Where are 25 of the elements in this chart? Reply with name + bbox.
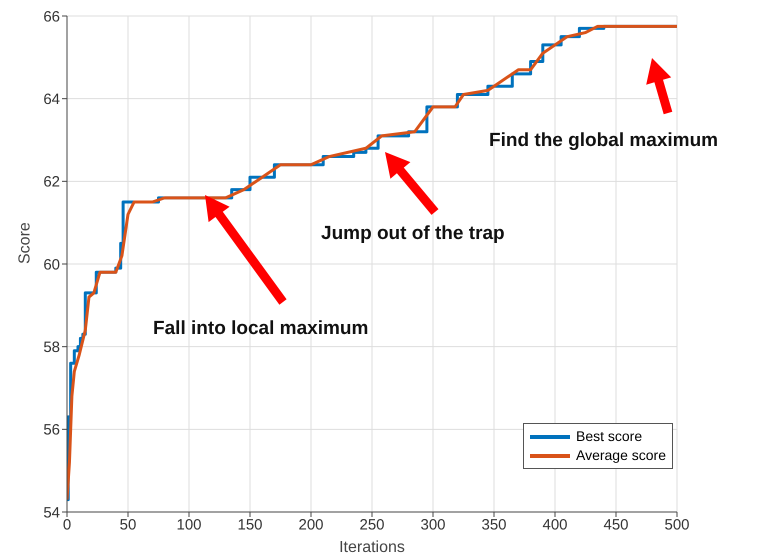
y-tick-label: 58	[43, 338, 60, 356]
x-axis-title: Iterations	[339, 539, 405, 554]
x-tick-label: 450	[603, 516, 629, 534]
x-tick-label: 50	[120, 516, 136, 534]
y-tick-label: 64	[43, 90, 60, 108]
x-tick-label: 400	[542, 516, 568, 534]
x-tick-label: 500	[664, 516, 690, 534]
annotation: Find the global maximum	[489, 130, 718, 152]
x-tick-label: 250	[359, 516, 385, 534]
x-tick-label: 300	[420, 516, 446, 534]
y-tick-label: 54	[43, 504, 60, 522]
x-tick-label: 0	[62, 516, 72, 534]
x-tick-label: 350	[481, 516, 507, 534]
x-tick-label: 200	[298, 516, 324, 534]
y-tick-label: 56	[43, 422, 60, 439]
y-tick-label: 62	[43, 174, 60, 191]
legend-label: Best score	[576, 427, 642, 446]
x-tick-label: 100	[176, 516, 202, 534]
annotation: Jump out of the trap	[321, 223, 505, 245]
y-axis-title: Score	[16, 222, 34, 264]
y-tick-label: 66	[43, 8, 60, 26]
legend-label: Average score	[576, 446, 666, 465]
y-tick-label: 60	[43, 256, 60, 274]
x-tick-label: 150	[237, 516, 263, 534]
annotation: Fall into local maximum	[153, 318, 368, 340]
